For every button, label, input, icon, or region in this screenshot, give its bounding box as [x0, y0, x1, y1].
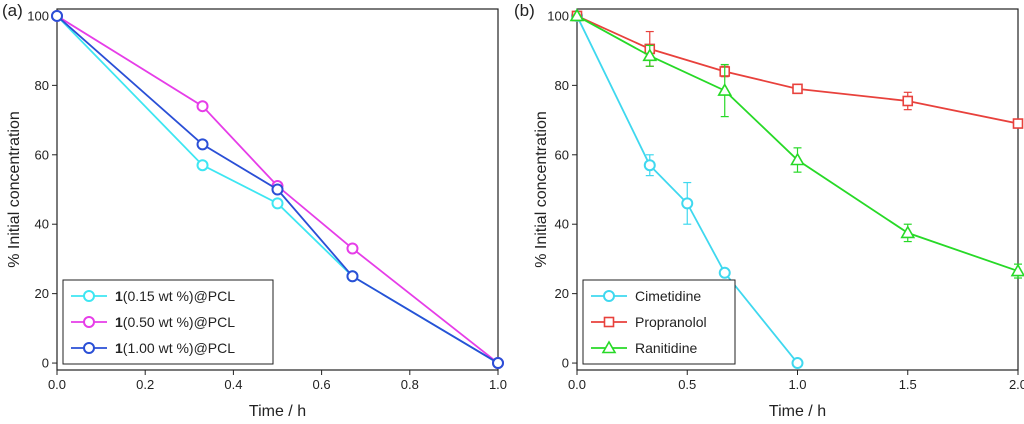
- y-tick-label: 20: [555, 286, 569, 301]
- data-point: [51, 9, 63, 22]
- data-point: [569, 8, 585, 22]
- plot-frame: [56, 8, 499, 371]
- x-tick-label: 1.0: [788, 377, 806, 392]
- legend-item: 1(0.50 wt %)@PCL: [71, 314, 235, 330]
- x-tick-label: 0.8: [401, 377, 419, 392]
- legend-item: Cimetidine: [591, 288, 701, 304]
- series-line: [576, 15, 1019, 272]
- y-tick-label: 80: [35, 78, 49, 93]
- legend-item: Ranitidine: [591, 340, 697, 356]
- y-tick-label: 80: [555, 78, 569, 93]
- data-point: [902, 95, 914, 107]
- data-point: [790, 152, 805, 166]
- y-tick-label: 60: [555, 147, 569, 162]
- legend: Cimetidine Propranolol Ranitidine: [582, 279, 736, 365]
- data-point: [900, 225, 916, 239]
- legend-label-bold: 1: [115, 340, 123, 356]
- chart-panel-b: (b) 0.0 0.5 1.0 1.5 2.0 0 20 40 60 80 100 Time / h % …: [514, 1, 1024, 420]
- data-point: [718, 266, 731, 279]
- y-axis-title: % Initial concentration: [533, 111, 550, 268]
- panel-label: (b): [514, 1, 535, 20]
- data-point: [271, 183, 284, 196]
- series-sample-3: [51, 9, 504, 370]
- legend-item: 1(1.00 wt %)@PCL: [71, 340, 235, 356]
- legend-swatch-marker: [83, 316, 95, 328]
- legend-label: Cimetidine: [635, 288, 701, 304]
- panel-label: (a): [2, 1, 23, 20]
- y-tick-label: 0: [562, 356, 569, 371]
- x-tick-label: 1.5: [899, 377, 917, 392]
- data-point: [642, 48, 658, 62]
- legend-label: 1(0.50 wt %)@PCL: [115, 314, 235, 330]
- data-point: [681, 197, 694, 210]
- data-point: [346, 242, 359, 255]
- data-point: [1010, 263, 1024, 277]
- legend-label: Propranolol: [635, 314, 707, 330]
- data-point: [271, 197, 284, 210]
- legend-label-rest: (0.15 wt %)@PCL: [123, 288, 235, 304]
- x-tick-label: 1.0: [489, 377, 507, 392]
- legend-swatch-marker: [83, 342, 95, 354]
- series-line: [576, 15, 1019, 125]
- data-point: [196, 100, 209, 113]
- y-tick-label: 0: [42, 356, 49, 371]
- legend-label: 1(1.00 wt %)@PCL: [115, 340, 235, 356]
- series-propranolol: [571, 10, 1024, 129]
- data-point: [196, 159, 209, 172]
- data-point: [643, 159, 656, 172]
- x-axis-title: Time / h: [769, 403, 826, 420]
- legend-swatch-marker: [603, 290, 615, 302]
- y-tick-label: 40: [35, 217, 49, 232]
- y-tick-label: 60: [35, 147, 49, 162]
- x-tick-label: 0.0: [48, 377, 66, 392]
- legend-swatch-marker: [601, 340, 617, 354]
- legend-swatch-marker: [83, 290, 95, 302]
- x-tick-label: 0.4: [224, 377, 242, 392]
- legend-swatch-marker: [603, 316, 615, 328]
- data-point: [1012, 118, 1024, 129]
- chart-panel-a: (a) 0.0 0.2 0.4 0.6 0.8 1.0 0 20 40 60 80 100 Time / …: [2, 1, 507, 420]
- data-point: [792, 83, 803, 95]
- data-point: [346, 270, 359, 283]
- legend-label: Ranitidine: [635, 340, 697, 356]
- data-point: [717, 82, 733, 96]
- x-tick-label: 2.0: [1009, 377, 1024, 392]
- series-ranitidine: [569, 8, 1024, 279]
- legend-label-rest: (1.00 wt %)@PCL: [123, 340, 235, 356]
- legend-item: 1(0.15 wt %)@PCL: [71, 288, 235, 304]
- legend-label-bold: 1: [115, 288, 123, 304]
- x-tick-label: 0.2: [136, 377, 154, 392]
- y-axis-title: % Initial concentration: [6, 111, 23, 268]
- legend-label-bold: 1: [115, 314, 123, 330]
- x-tick-label: 0.5: [678, 377, 696, 392]
- x-tick-label: 0.0: [568, 377, 586, 392]
- y-tick-label: 40: [555, 217, 569, 232]
- legend-item: Propranolol: [591, 314, 707, 330]
- data-point: [492, 357, 504, 370]
- x-axis-title: Time / h: [249, 403, 306, 420]
- series-cimetidine: [571, 9, 804, 370]
- y-tick-label: 100: [547, 8, 569, 23]
- data-point: [791, 357, 804, 370]
- x-tick-label: 0.6: [313, 377, 331, 392]
- legend-label: 1(0.15 wt %)@PCL: [115, 288, 235, 304]
- y-tick-label: 20: [35, 286, 49, 301]
- y-tick-label: 100: [27, 8, 49, 23]
- data-point: [196, 138, 209, 151]
- legend-label-rest: (0.50 wt %)@PCL: [123, 314, 235, 330]
